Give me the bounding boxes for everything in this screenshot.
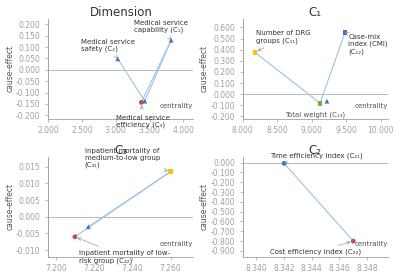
- Title: C₁: C₁: [309, 6, 322, 19]
- Title: C₃: C₃: [114, 144, 127, 157]
- Text: Inpatient mortality of low-
risk group (C₃₂): Inpatient mortality of low- risk group (…: [78, 238, 170, 264]
- Y-axis label: cause-effect: cause-effect: [6, 183, 14, 230]
- Point: [72, 235, 78, 239]
- Point: [114, 57, 121, 61]
- Text: Total weight (C₁₃): Total weight (C₁₃): [285, 111, 345, 118]
- Point: [167, 169, 174, 174]
- Text: Medical service
efficiency (C₃): Medical service efficiency (C₃): [116, 106, 170, 128]
- Point: [350, 239, 356, 243]
- Y-axis label: cause-effect: cause-effect: [6, 45, 14, 92]
- Point: [168, 38, 174, 42]
- Text: Medical service
capability (C₁): Medical service capability (C₁): [134, 20, 188, 40]
- Point: [252, 50, 258, 55]
- Y-axis label: cause-effect: cause-effect: [200, 45, 209, 92]
- Point: [281, 161, 287, 165]
- Text: Cost efficiency index (C₂₂): Cost efficiency index (C₂₂): [270, 241, 362, 256]
- Text: Medical service
safety (C₂): Medical service safety (C₂): [81, 39, 135, 58]
- Point: [85, 225, 92, 229]
- Title: Dimension: Dimension: [89, 6, 152, 19]
- Point: [324, 99, 330, 104]
- Text: Inpatient mortality of
medium-to-low group
(C₃₁): Inpatient mortality of medium-to-low gro…: [84, 148, 167, 172]
- Point: [317, 101, 323, 105]
- Text: centrality: centrality: [160, 241, 194, 247]
- Text: Time efficiency index (C₂₁): Time efficiency index (C₂₁): [270, 153, 363, 164]
- Text: centrality: centrality: [354, 103, 388, 109]
- Text: Number of DRG
groups (C₁₁): Number of DRG groups (C₁₁): [256, 30, 311, 51]
- Point: [138, 100, 145, 105]
- Text: centrality: centrality: [354, 241, 388, 247]
- Point: [342, 30, 348, 35]
- Point: [142, 99, 148, 104]
- Text: centrality: centrality: [160, 103, 194, 109]
- Text: Case-mix
index (CMI)
(C₁₂): Case-mix index (CMI) (C₁₂): [346, 33, 388, 55]
- Y-axis label: cause-effect: cause-effect: [200, 183, 209, 230]
- Title: C₂: C₂: [309, 144, 322, 157]
